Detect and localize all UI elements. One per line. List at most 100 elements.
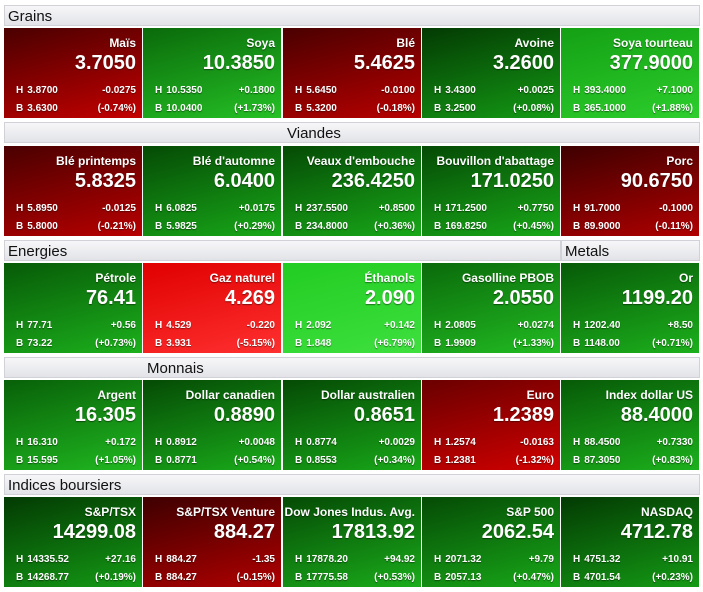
section-header: Energies [4,240,561,261]
change-value: +9.79 [528,554,554,565]
low-row: B 2057.13 [434,572,481,583]
change-value: +0.0029 [378,437,415,448]
quote-tile: Index dollar US 88.4000 H 88.4500 +0.7330 B 87… [561,380,699,470]
last-price: 3.7050 [74,52,136,74]
high-value: 6.0825 [166,203,197,214]
high-label: H [434,320,442,331]
quote-tile: Argent 16.305 H 16.310 +0.172 B 15.595 (+1.05%) [4,380,142,470]
high-label: H [16,320,24,331]
section-header: Grains [4,5,700,26]
high-label: H [573,554,581,565]
instrument-name: Bouvillon d'abattage [436,154,554,168]
low-label: B [155,572,163,583]
low-value: 1.848 [306,338,332,349]
low-row: B 0.8771 [155,455,197,466]
low-value: 87.3050 [584,455,621,466]
high-label: H [295,85,303,96]
change-value: -0.0125 [102,203,136,214]
low-value: 3.931 [166,338,192,349]
high-row: H 91.7000 [573,203,620,214]
high-row: H 1.2574 [434,437,476,448]
instrument-name: S&P/TSX [84,505,136,519]
instrument-name: Soya tourteau [612,36,693,50]
high-row: H 2.0805 [434,320,476,331]
low-row: B 1.848 [295,338,331,349]
quote-tile: Dollar australien 0.8651 H 0.8774 +0.0029 B 0.… [283,380,421,470]
percent-change: (+0.54%) [234,455,275,466]
high-value: 3.8700 [27,85,58,96]
quote-tile: Blé 5.4625 H 5.6450 -0.0100 B 5.3200 (-0.18%) [283,28,421,118]
low-value: 0.8553 [306,455,337,466]
high-row: H 5.6450 [295,85,337,96]
percent-change: (+0.47%) [513,572,554,583]
high-label: H [295,320,303,331]
low-row: B 89.9000 [573,221,620,232]
instrument-name: Éthanols [364,271,415,285]
high-label: H [295,203,303,214]
low-row: B 1.9909 [434,338,476,349]
last-price: 3.2600 [492,52,554,74]
high-label: H [16,437,24,448]
instrument-name: S&P/TSX Venture [176,505,275,519]
percent-change: (+1.88%) [652,103,693,114]
high-label: H [573,320,581,331]
quote-tile: Soya tourteau 377.9000 H 393.4000 +7.1000 B 36… [561,28,699,118]
instrument-name: Dollar australien [320,388,415,402]
low-value: 5.8000 [27,221,58,232]
high-value: 171.2500 [445,203,487,214]
high-value: 4751.32 [584,554,621,565]
high-row: H 6.0825 [155,203,197,214]
low-row: B 73.22 [16,338,52,349]
low-label: B [573,572,581,583]
high-value: 1.2574 [445,437,476,448]
quote-tile: NASDAQ 4712.78 H 4751.32 +10.91 B 4701.54 (+0.2… [561,497,699,587]
low-row: B 365.1000 [573,103,626,114]
low-value: 17775.58 [306,572,348,583]
last-price: 76.41 [85,287,136,309]
percent-change: (-0.74%) [97,103,136,114]
change-value: +8.50 [667,320,693,331]
high-value: 77.71 [27,320,53,331]
high-row: H 17878.20 [295,554,348,565]
last-price: 10.3850 [202,52,275,74]
percent-change: (+0.19%) [95,572,136,583]
change-value: -0.1000 [659,203,693,214]
high-value: 88.4500 [584,437,621,448]
low-label: B [434,103,442,114]
high-value: 2.092 [306,320,332,331]
percent-change: (+1.73%) [234,103,275,114]
quote-tile: Euro 1.2389 H 1.2574 -0.0163 B 1.2381 (-1.32%) [422,380,560,470]
high-label: H [573,85,581,96]
high-row: H 14335.52 [16,554,69,565]
high-value: 4.529 [166,320,192,331]
high-row: H 88.4500 [573,437,620,448]
high-row: H 3.8700 [16,85,58,96]
last-price: 4.269 [224,287,275,309]
low-label: B [295,338,303,349]
change-value: -1.35 [252,554,275,565]
change-value: +7.1000 [656,85,693,96]
low-row: B 884.27 [155,572,197,583]
instrument-name: Porc [666,154,693,168]
quote-tile: Dow Jones Indus. Avg. 17813.92 H 17878.20 +9… [283,497,421,587]
low-label: B [16,103,24,114]
percent-change: (-0.21%) [97,221,136,232]
percent-change: (+6.79%) [374,338,415,349]
instrument-name: Soya [246,36,275,50]
section-header: Indices boursiers [4,474,700,495]
low-row: B 0.8553 [295,455,337,466]
last-price: 1.2389 [492,404,554,426]
low-row: B 169.8250 [434,221,487,232]
change-value: +0.0274 [517,320,554,331]
quote-tile: S&P/TSX Venture 884.27 H 884.27 -1.35 B 884.27… [143,497,281,587]
last-price: 2.0550 [492,287,554,309]
high-value: 0.8774 [306,437,337,448]
low-row: B 87.3050 [573,455,620,466]
section-header: Viandes [4,122,700,143]
instrument-name: Or [678,271,693,285]
high-row: H 2071.32 [434,554,481,565]
quote-tile: Éthanols 2.090 H 2.092 +0.142 B 1.848 (+6.79%) [283,263,421,353]
percent-change: (+0.53%) [374,572,415,583]
high-value: 393.4000 [584,85,626,96]
percent-change: (+0.45%) [513,221,554,232]
